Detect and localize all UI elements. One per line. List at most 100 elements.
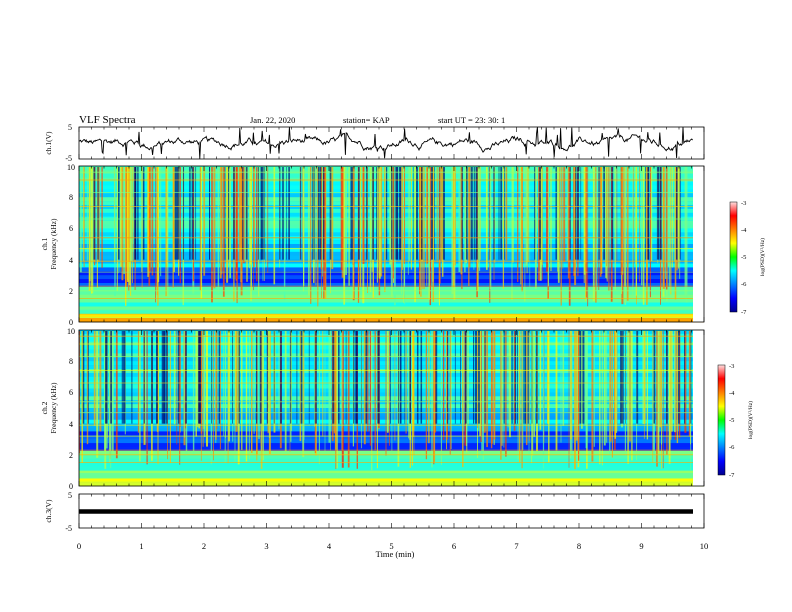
ch1-spectrogram-ytick-labels: 0 2 4 6 8 10 xyxy=(67,163,75,327)
ch2-colorbar-label: log(PSD)(V²/Hz) xyxy=(747,401,754,439)
ch2-cbar-tick-m4: -4 xyxy=(729,390,735,397)
ch2-spectrogram-cells xyxy=(79,330,704,487)
spectrogram-band xyxy=(79,345,704,350)
ch3-ytick-bottom: -5 xyxy=(65,524,72,533)
ch2-spec-ylabel-channel: ch.2 xyxy=(40,401,49,414)
station-label: station= KAP xyxy=(343,115,390,125)
xtick-8: 8 xyxy=(577,541,581,551)
spectrogram-band xyxy=(79,454,704,459)
spectrogram-band xyxy=(79,423,704,428)
spectrogram-band xyxy=(79,474,704,479)
ch3-ylabel: ch.3(V) xyxy=(44,499,53,523)
ch1-ytick-bottom: -5 xyxy=(65,154,72,163)
x-axis-label: Time (min) xyxy=(376,549,415,559)
spectrogram-band xyxy=(79,400,704,405)
spectrogram-band xyxy=(79,372,704,378)
xtick-7: 7 xyxy=(514,541,518,551)
ch1-spec-ytick-6: 6 xyxy=(69,224,73,233)
spectrogram-band xyxy=(79,384,704,389)
spectrogram-band xyxy=(79,478,704,483)
ch1-spec-ytick-10: 10 xyxy=(67,163,75,172)
spectrogram-band xyxy=(79,365,704,370)
xtick-5: 5 xyxy=(389,541,393,551)
ch1-waveform-panel: 5 -5 ch.1(V) xyxy=(44,123,705,163)
spectrogram-band xyxy=(79,408,704,413)
ch2-spectrogram-panel: 0 2 4 6 8 10 ch.2 Frequency (kHz) xyxy=(40,327,705,491)
ch1-ytick-top: 5 xyxy=(68,123,72,132)
xtick-3: 3 xyxy=(264,541,268,551)
spectrogram-band xyxy=(79,337,704,342)
ch1-spectrogram-panel: 0 2 4 6 8 10 ch.1 Frequency (kHz) xyxy=(40,163,705,327)
ch2-cbar-tick-m5: -5 xyxy=(729,417,734,424)
spectrogram-band xyxy=(79,458,704,463)
spectrogram-band xyxy=(79,443,704,448)
spectrogram-band xyxy=(79,388,704,393)
ch3-waveform-ticks xyxy=(78,494,705,528)
ch1-cbar-tick-m3: -3 xyxy=(741,200,746,207)
ch1-waveform-trace xyxy=(78,126,693,159)
ch1-colorbar-label: log(PSD)(V²/Hz) xyxy=(759,238,766,276)
spectrogram-band xyxy=(79,411,704,417)
start-time-label: start UT = 23: 30: 1 xyxy=(438,115,505,125)
ch2-colorbar: -3 -4 -5 -6 -7 log(PSD)(V²/Hz) xyxy=(717,363,754,479)
spectrogram-band xyxy=(79,349,704,354)
ch1-waveform-ticks xyxy=(78,127,705,159)
ch3-ytick-top: 5 xyxy=(68,491,72,500)
ch2-colorbar-scale xyxy=(717,364,726,476)
ch1-spectrogram-cells xyxy=(79,166,704,323)
ch1-cbar-tick-m4: -4 xyxy=(741,227,747,234)
spectrogram-band xyxy=(79,470,704,475)
spectrogram-band xyxy=(79,439,704,444)
spectrogram-band xyxy=(79,462,704,467)
xtick-9: 9 xyxy=(639,541,643,551)
spectrogram-band xyxy=(79,361,704,366)
spectrogram-band xyxy=(79,466,704,471)
xtick-4: 4 xyxy=(327,541,332,551)
ch2-spec-ylabel-frequency: Frequency (kHz) xyxy=(49,382,58,434)
ch2-spec-ytick-6: 6 xyxy=(69,388,73,397)
ch1-ylabel: ch.1(V) xyxy=(44,131,53,155)
ch1-spectrogram-ticks xyxy=(78,166,705,322)
spectrogram-band xyxy=(79,392,704,397)
ch1-spec-ytick-0: 0 xyxy=(69,318,73,327)
spectrogram-band xyxy=(79,447,704,452)
spectrogram-band xyxy=(79,302,704,307)
ch2-spec-ytick-0: 0 xyxy=(69,482,73,491)
ch2-spec-ytick-4: 4 xyxy=(69,420,73,429)
ch1-spec-ylabel-channel: ch.1 xyxy=(40,237,49,250)
ch2-cbar-tick-m7: -7 xyxy=(729,472,735,479)
spectrogram-blank-edge xyxy=(693,330,704,486)
ch2-spec-ytick-10: 10 xyxy=(67,327,75,336)
xtick-1: 1 xyxy=(139,541,143,551)
ch2-spec-ytick-2: 2 xyxy=(69,451,73,460)
ch1-waveform-line xyxy=(78,126,693,159)
ch1-colorbar: -3 -4 -5 -6 -7 log(PSD)(V²/Hz) xyxy=(729,200,766,316)
ch1-cbar-tick-m5: -5 xyxy=(741,254,746,261)
xtick-6: 6 xyxy=(452,541,456,551)
spectrogram-band xyxy=(79,435,704,440)
spectrogram-band xyxy=(79,415,704,420)
ch1-spec-ytick-8: 8 xyxy=(69,193,73,202)
spectrogram-band xyxy=(79,298,704,303)
ch1-spec-ylabel-frequency: Frequency (kHz) xyxy=(49,218,58,270)
xtick-2: 2 xyxy=(202,541,206,551)
ch1-spec-ytick-2: 2 xyxy=(69,287,73,296)
spectrogram-blank-edge xyxy=(693,166,704,322)
spectrogram-band xyxy=(79,450,704,456)
spectrogram-band xyxy=(79,353,704,358)
ch2-cbar-tick-m3: -3 xyxy=(729,363,734,370)
spectrogram-band xyxy=(79,427,704,432)
ch1-cbar-tick-m7: -7 xyxy=(741,309,747,316)
spectrogram-band xyxy=(79,376,704,381)
ch2-spectrogram-ticks xyxy=(78,330,705,486)
xtick-0: 0 xyxy=(77,541,81,551)
date-label: Jan. 22, 2020 xyxy=(250,115,295,125)
spectrogram-band xyxy=(79,369,704,374)
ch3-waveform-panel: 5 -5 ch.3(V) xyxy=(44,491,705,533)
spectrogram-band xyxy=(79,314,704,319)
ch1-cbar-tick-m6: -6 xyxy=(741,281,747,288)
spectrogram-band xyxy=(79,431,704,436)
xtick-10: 10 xyxy=(700,541,709,551)
ch1-spec-ytick-4: 4 xyxy=(69,256,73,265)
